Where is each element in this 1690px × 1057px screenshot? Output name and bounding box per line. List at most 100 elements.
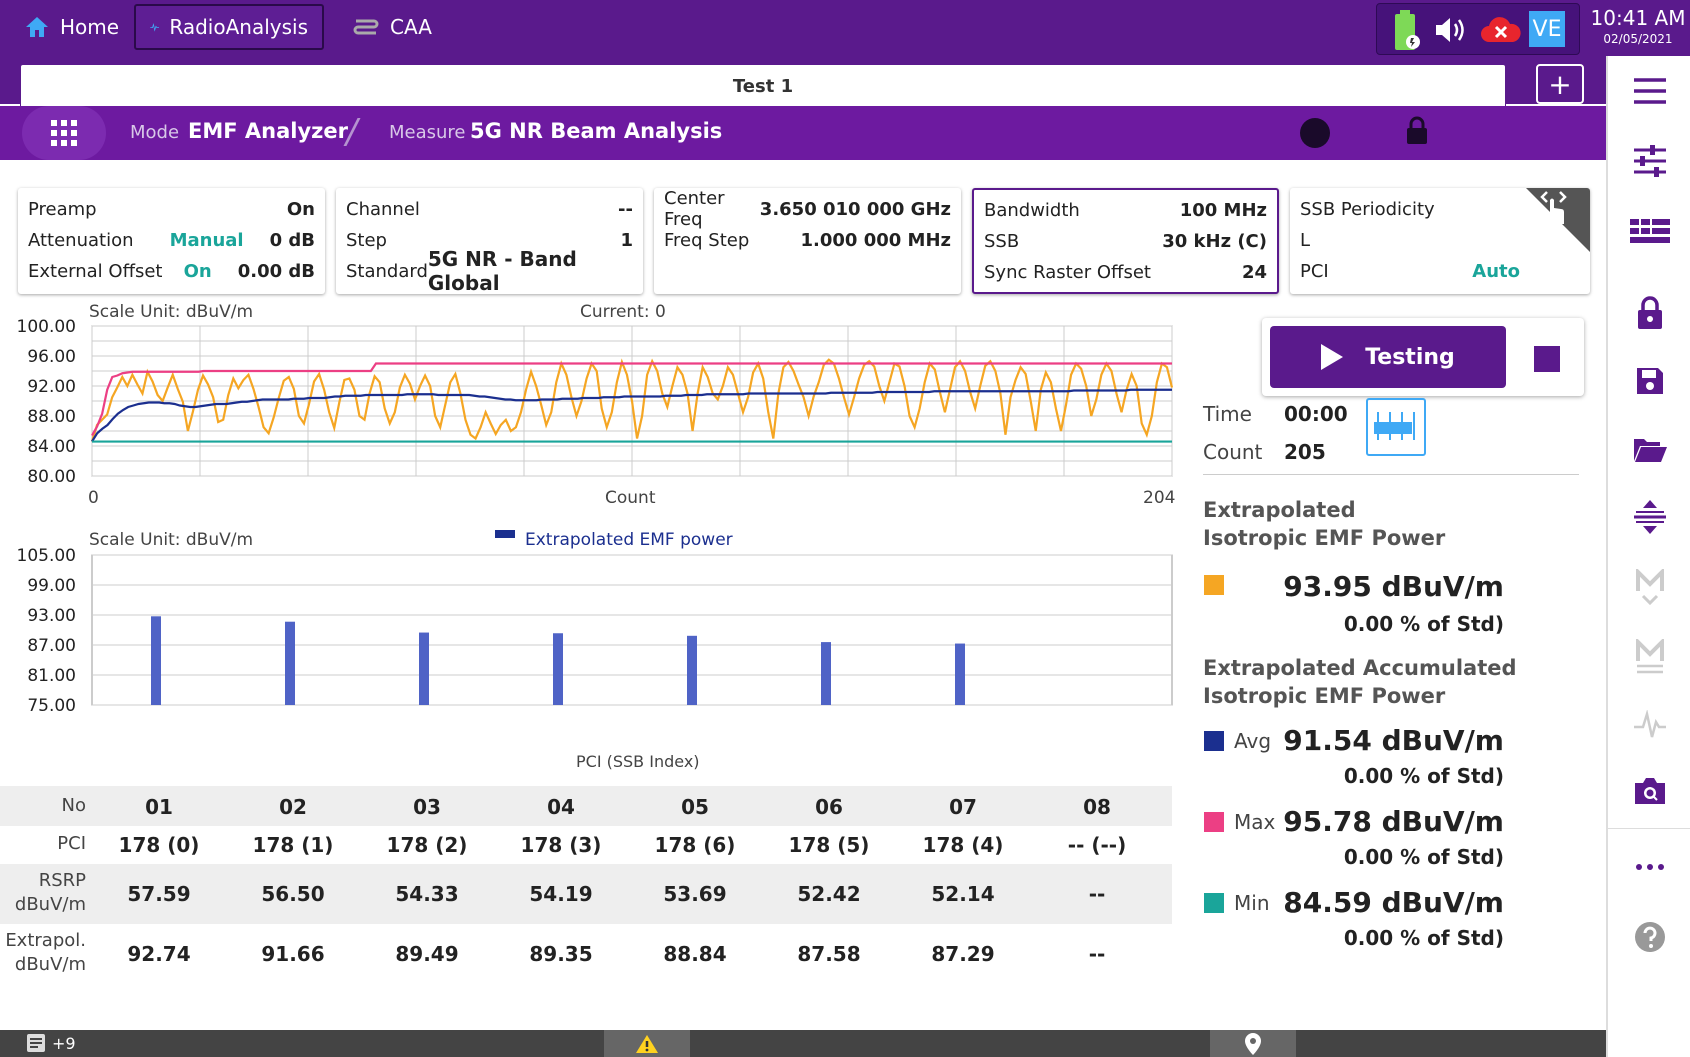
mode-value[interactable]: EMF Analyzer <box>188 119 348 143</box>
scroll-cards-handle[interactable] <box>1502 188 1590 254</box>
clock-time: 10:41 AM <box>1590 6 1686 30</box>
ve-icon[interactable]: VE <box>1529 11 1565 47</box>
ssb-value: 30 kHz (C) <box>1162 230 1267 252</box>
record-indicator-icon <box>1300 118 1330 148</box>
chart2-ytick: 93.00 <box>27 606 76 626</box>
chart1-xlabel: Count <box>605 488 656 508</box>
help-icon <box>1635 922 1665 952</box>
pci-value: Auto <box>1472 260 1520 282</box>
top-bar: Home RadioAnalysis CAA VE 10:41 AM 02/05… <box>0 0 1690 56</box>
table-extrapol-label-1: Extrapol. <box>5 930 86 951</box>
footer-bar: +9 <box>0 1030 1606 1057</box>
table-cell-rsrp: 53.69 <box>663 882 727 906</box>
help-button[interactable] <box>1608 912 1690 962</box>
param-card-bandwidth[interactable]: Bandwidth 100 MHz SSB 30 kHz (C) Sync Rast… <box>972 188 1279 294</box>
lock-icon <box>1638 296 1662 329</box>
center-freq-value: 3.650 010 000 GHz <box>759 198 951 220</box>
speaker-icon[interactable] <box>1433 14 1469 46</box>
tab-home[interactable]: Home <box>10 4 133 50</box>
sync-raster-offset-label: Sync Raster Offset <box>984 261 1151 283</box>
chart2-plot-area <box>91 554 1173 706</box>
current-swatch <box>1204 575 1224 595</box>
chart2-ytick: 75.00 <box>27 696 76 716</box>
acc-heading-2: Isotropic EMF Power <box>1203 684 1446 708</box>
table-cell-pci: 178 (5) <box>788 833 870 857</box>
lock-button[interactable] <box>1608 288 1690 338</box>
screenshot-button[interactable] <box>1608 766 1690 816</box>
more-button[interactable] <box>1608 842 1690 892</box>
table-cell-extra: -- <box>1088 942 1106 966</box>
time-value: 00:00 <box>1284 402 1348 426</box>
tab-radioanalysis[interactable]: RadioAnalysis <box>134 4 324 50</box>
split-view-button[interactable] <box>1608 492 1690 542</box>
min-pct: 0.00 % of Std) <box>1343 926 1504 950</box>
measure-value[interactable]: 5G NR Beam Analysis <box>470 119 723 143</box>
chart2-bar <box>955 643 965 705</box>
min-swatch <box>1204 893 1224 913</box>
table-cell-pci: 178 (3) <box>520 833 602 857</box>
table-cell-rsrp: -- <box>1088 882 1106 906</box>
chart1-title: Current: 0 <box>580 302 666 322</box>
count-value: 205 <box>1284 440 1326 464</box>
table-cell-extra: 87.58 <box>797 942 861 966</box>
table-rsrp-label-1: RSRP <box>38 870 86 891</box>
tab-caa[interactable]: CAA <box>338 4 446 50</box>
marker-icon <box>1636 569 1664 605</box>
save-icon <box>1637 368 1663 394</box>
param-card-amplitude[interactable]: Preamp On Attenuation Manual 0 dB External … <box>18 188 325 294</box>
preamp-label: Preamp <box>28 198 97 220</box>
trend-chart[interactable]: 100.00 96.00 92.00 88.00 84.00 80.00 <box>0 316 1200 506</box>
cloud-error-icon[interactable] <box>1479 16 1523 44</box>
add-test-button[interactable]: + <box>1536 64 1584 104</box>
chart1-xmax: 204 <box>1143 488 1176 508</box>
chart1-ytick: 96.00 <box>27 347 76 367</box>
center-freq-label: Center Freq <box>664 188 725 230</box>
step-label: Step <box>346 229 387 251</box>
hold-toggle-button[interactable] <box>1366 398 1426 456</box>
beam-bar-chart[interactable]: 105.00 99.00 93.00 87.00 81.00 75.00 <box>0 540 1200 720</box>
table-rsrp-row <box>0 864 1172 924</box>
chart2-bar <box>151 616 161 705</box>
location-button[interactable] <box>1210 1030 1296 1057</box>
app-grid-button[interactable] <box>22 106 106 160</box>
chart1-ytick: 88.00 <box>27 407 76 427</box>
chart1-ytick: 92.00 <box>27 377 76 397</box>
chart2-ytick: 105.00 <box>17 546 76 566</box>
stop-button[interactable] <box>1534 346 1560 372</box>
breadcrumb-separator: / <box>346 112 358 152</box>
chart2-legend-label: Extrapolated EMF power <box>525 530 733 550</box>
table-cell-pci: 178 (2) <box>386 833 468 857</box>
settings-button[interactable] <box>1608 136 1690 186</box>
table-cell-extra: 89.49 <box>395 942 459 966</box>
pci-label: PCI <box>1300 260 1329 282</box>
table-cell-rsrp: 57.59 <box>127 882 191 906</box>
pulse-icon <box>150 22 160 32</box>
param-card-frequency[interactable]: Center Freq 3.650 010 000 GHz Freq Step 1.… <box>654 188 961 294</box>
chart1-xmin: 0 <box>88 488 99 508</box>
sidebar-divider <box>1608 828 1690 829</box>
attenuation-label: Attenuation <box>28 229 134 251</box>
table-cell-no: 08 <box>1083 795 1111 819</box>
max-value: 95.78 dBuV/m <box>1283 805 1504 838</box>
table-cell-no: 07 <box>949 795 977 819</box>
iso-heading-2: Isotropic EMF Power <box>1203 526 1446 550</box>
display-layout-button[interactable] <box>1608 206 1690 256</box>
notes-button[interactable]: +9 <box>26 1033 76 1053</box>
open-button[interactable] <box>1608 424 1690 474</box>
table-cell-extra: 91.66 <box>261 942 325 966</box>
save-button[interactable] <box>1608 356 1690 406</box>
chart2-bar <box>553 633 563 705</box>
param-card-ssb[interactable]: SSB Periodicity L PCI Auto <box>1290 188 1590 294</box>
external-offset-mode: On <box>183 260 212 282</box>
tab-test-1[interactable]: Test 1 <box>20 64 1506 107</box>
lock-icon <box>1407 116 1427 144</box>
testing-button[interactable]: Testing <box>1270 326 1506 388</box>
menu-button[interactable] <box>1608 66 1690 116</box>
ssb-label: SSB <box>984 230 1020 252</box>
param-card-channel[interactable]: Channel -- Step 1 Standard 5G NR - Band Glo… <box>336 188 643 295</box>
table-cell-no: 01 <box>145 795 173 819</box>
warning-button[interactable] <box>604 1030 690 1057</box>
min-value: 84.59 dBuV/m <box>1283 886 1504 919</box>
chart2-ytick: 99.00 <box>27 576 76 596</box>
table-cell-no: 05 <box>681 795 709 819</box>
